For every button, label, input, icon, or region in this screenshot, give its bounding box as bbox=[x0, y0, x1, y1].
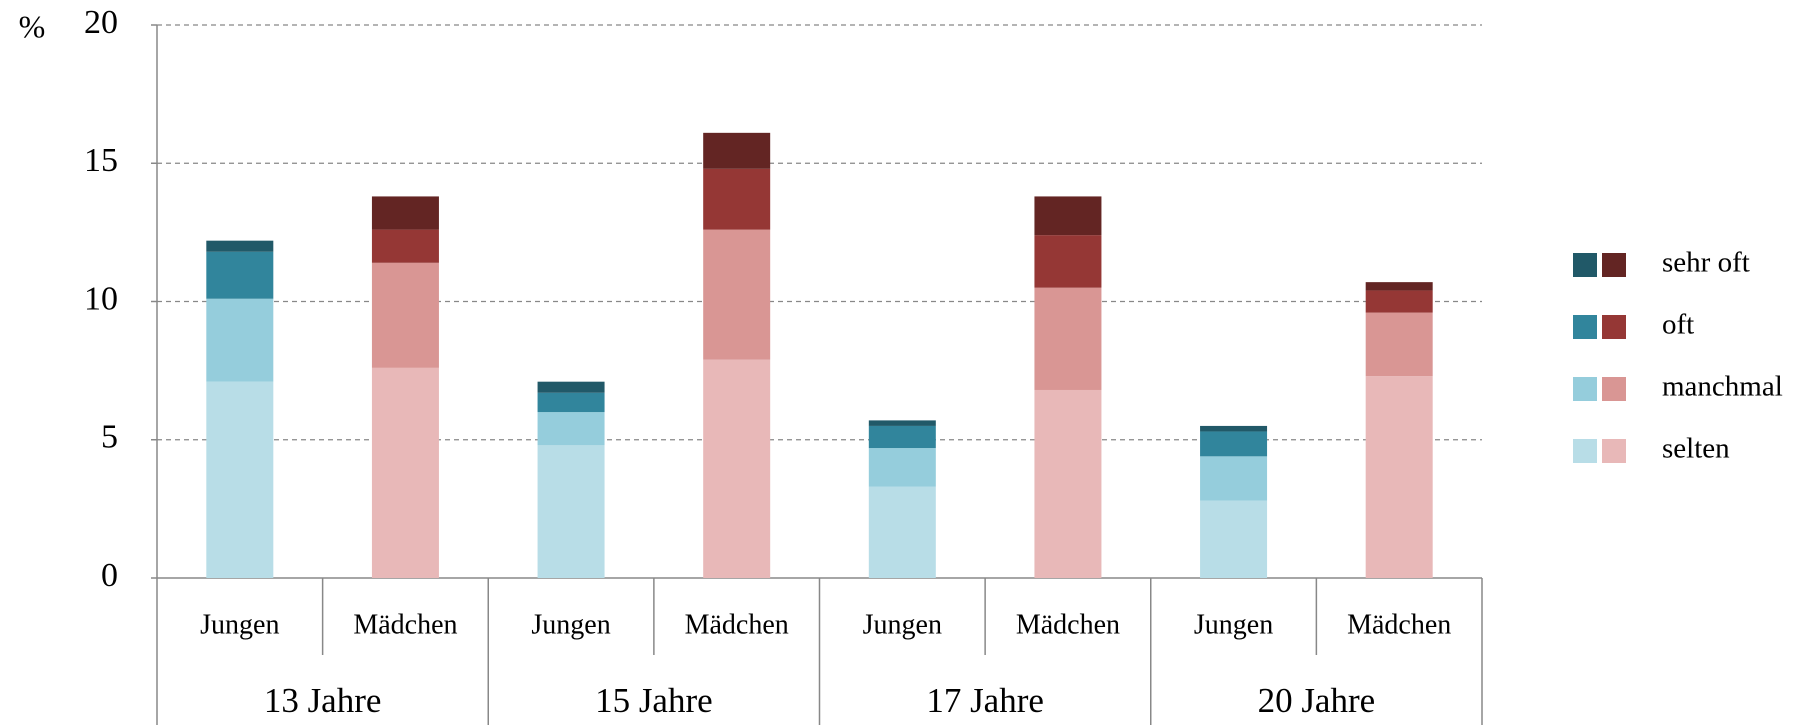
x-tick-label: Jungen bbox=[863, 609, 942, 640]
x-tick-label: Jungen bbox=[200, 609, 279, 640]
x-tick-label: Mädchen bbox=[1016, 609, 1120, 640]
group-label: 13 Jahre bbox=[264, 681, 382, 720]
y-tick-label: 15 bbox=[84, 142, 118, 179]
y-tick-label: 20 bbox=[84, 4, 118, 41]
bar-segment bbox=[868, 486, 936, 578]
legend-label: sehr oft bbox=[1662, 247, 1750, 279]
bar-segment bbox=[868, 420, 936, 426]
legend-swatch bbox=[1602, 315, 1626, 339]
bar-segment bbox=[1034, 389, 1102, 578]
bar-segment bbox=[206, 381, 274, 578]
bar-segment bbox=[1365, 282, 1433, 291]
bar-segment bbox=[537, 392, 605, 413]
legend-swatch bbox=[1573, 377, 1597, 401]
bar-segment bbox=[1034, 235, 1102, 288]
legend-swatch bbox=[1573, 253, 1597, 277]
bar-segment bbox=[1200, 431, 1268, 457]
bar-segment bbox=[371, 367, 439, 578]
bar-segment bbox=[537, 445, 605, 578]
bar-segment bbox=[371, 229, 439, 263]
x-tick-label: Jungen bbox=[1194, 609, 1273, 640]
bar-segment bbox=[1034, 196, 1102, 236]
legend-label: manchmal bbox=[1662, 371, 1783, 403]
group-label: 15 Jahre bbox=[595, 681, 713, 720]
bar-segment bbox=[703, 168, 771, 230]
bar-segment bbox=[1200, 425, 1268, 432]
group-label: 17 Jahre bbox=[926, 681, 1044, 720]
bar-segment bbox=[206, 251, 274, 299]
bar-segment bbox=[1365, 376, 1433, 578]
bar-segment bbox=[537, 412, 605, 446]
legend-swatch bbox=[1573, 315, 1597, 339]
bar-segment bbox=[1365, 312, 1433, 377]
bar-segment bbox=[703, 132, 771, 169]
legend-label: oft bbox=[1662, 309, 1694, 341]
y-axis-label: % bbox=[19, 8, 46, 44]
bar-segment bbox=[1365, 290, 1433, 313]
legend-label: selten bbox=[1662, 433, 1730, 465]
bar-segment bbox=[868, 425, 936, 449]
x-tick-label: Jungen bbox=[531, 609, 610, 640]
bar-segment bbox=[1200, 500, 1268, 578]
x-tick-label: Mädchen bbox=[1347, 609, 1451, 640]
bar-segment bbox=[703, 359, 771, 578]
y-tick-label: 0 bbox=[101, 557, 118, 594]
x-tick-label: Mädchen bbox=[685, 609, 789, 640]
bar-segment bbox=[537, 381, 605, 393]
x-tick-label: Mädchen bbox=[353, 609, 457, 640]
bar-segment bbox=[1034, 287, 1102, 390]
y-tick-label: 5 bbox=[101, 419, 118, 456]
bar-segment bbox=[703, 229, 771, 360]
group-label: 20 Jahre bbox=[1258, 681, 1376, 720]
legend-swatch bbox=[1602, 377, 1626, 401]
y-tick-label: 10 bbox=[84, 280, 118, 317]
bar-segment bbox=[206, 240, 274, 252]
legend-swatch bbox=[1602, 439, 1626, 463]
bar-segment bbox=[206, 298, 274, 382]
bar-segment bbox=[868, 448, 936, 487]
bar-segment bbox=[1200, 456, 1268, 501]
bar-segment bbox=[371, 262, 439, 368]
bar-segment bbox=[371, 196, 439, 230]
legend-swatch bbox=[1573, 439, 1597, 463]
legend-swatch bbox=[1602, 253, 1626, 277]
